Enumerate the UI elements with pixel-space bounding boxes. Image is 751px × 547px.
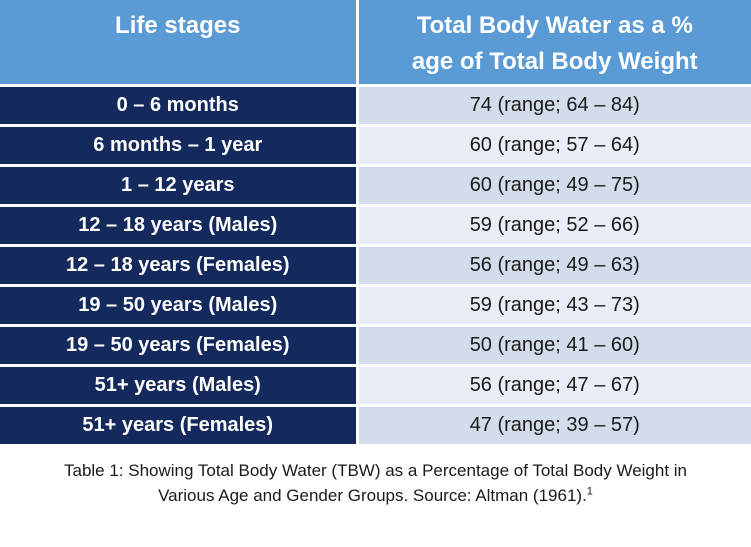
tbw-value-cell: 60 (range; 57 – 64): [355, 123, 751, 167]
table-row: 1 – 12 years 60 (range; 49 – 75): [0, 163, 751, 207]
tbw-value-cell: 59 (range; 43 – 73): [355, 283, 751, 327]
column-header-tbw-line-2: age of Total Body Weight: [411, 48, 698, 75]
life-stage-cell: 1 – 12 years: [0, 163, 359, 207]
tbw-value-cell: 59 (range; 52 – 66): [355, 203, 751, 247]
life-stage-cell: 19 – 50 years (Females): [0, 323, 359, 367]
table-row: 19 – 50 years (Males) 59 (range; 43 – 73): [0, 283, 751, 327]
table-caption: Table 1: Showing Total Body Water (TBW) …: [0, 458, 751, 508]
table-row: 51+ years (Females) 47 (range; 39 – 57): [0, 403, 751, 447]
table-row: 12 – 18 years (Females) 56 (range; 49 – 6…: [0, 243, 751, 287]
caption-line-2-text: Various Age and Gender Groups. Source: A…: [158, 485, 587, 505]
life-stage-cell: 12 – 18 years (Females): [0, 243, 359, 287]
tbw-table: Life stages Total Body Water as a % age …: [0, 0, 751, 447]
caption-footnote-ref: 1: [586, 484, 593, 497]
column-header-tbw-percent: Total Body Water as a % age of Total Bod…: [355, 0, 751, 87]
table-row: 12 – 18 years (Males) 59 (range; 52 – 66): [0, 203, 751, 247]
table-body: 0 – 6 months 74 (range; 64 – 84) 6 months …: [0, 83, 751, 447]
caption-line-2: Various Age and Gender Groups. Source: A…: [0, 483, 751, 508]
tbw-value-cell: 50 (range; 41 – 60): [355, 323, 751, 367]
column-header-tbw-line-1: Total Body Water as a %: [416, 12, 693, 39]
life-stage-cell: 19 – 50 years (Males): [0, 283, 359, 327]
table-row: 0 – 6 months 74 (range; 64 – 84): [0, 83, 751, 127]
life-stage-cell: 6 months – 1 year: [0, 123, 359, 167]
tbw-value-cell: 56 (range; 47 – 67): [355, 363, 751, 407]
column-header-life-stages: Life stages: [0, 0, 359, 87]
table-row: 19 – 50 years (Females) 50 (range; 41 – 6…: [0, 323, 751, 367]
tbw-value-cell: 60 (range; 49 – 75): [355, 163, 751, 207]
tbw-value-cell: 47 (range; 39 – 57): [355, 403, 751, 447]
tbw-value-cell: 74 (range; 64 – 84): [355, 83, 751, 127]
life-stage-cell: 51+ years (Females): [0, 403, 359, 447]
life-stage-cell: 12 – 18 years (Males): [0, 203, 359, 247]
tbw-value-cell: 56 (range; 49 – 63): [355, 243, 751, 287]
caption-line-1: Table 1: Showing Total Body Water (TBW) …: [63, 460, 688, 480]
life-stage-cell: 0 – 6 months: [0, 83, 359, 127]
table-header-row: Life stages Total Body Water as a % age …: [0, 0, 751, 87]
table-row: 6 months – 1 year 60 (range; 57 – 64): [0, 123, 751, 167]
table-row: 51+ years (Males) 56 (range; 47 – 67): [0, 363, 751, 407]
life-stage-cell: 51+ years (Males): [0, 363, 359, 407]
